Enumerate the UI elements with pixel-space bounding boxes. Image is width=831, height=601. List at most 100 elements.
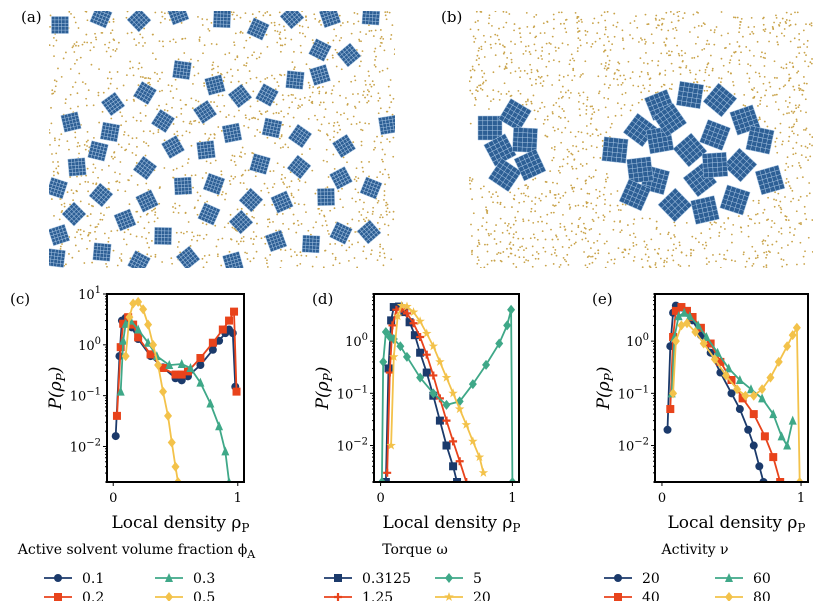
data-point [738, 394, 747, 403]
snapshot-a-square [270, 190, 294, 214]
data-point [396, 341, 405, 352]
legend-entry-5: 5 [435, 571, 482, 587]
data-point [677, 303, 686, 312]
legend-entry-1.25: 1.25 [324, 590, 393, 601]
data-point [710, 354, 719, 365]
snapshot-b-square [745, 125, 775, 155]
data-point [165, 573, 173, 582]
panel-label-a: (a) [21, 8, 42, 26]
data-point [702, 332, 711, 342]
legend-entry-20: 20 [435, 590, 491, 601]
data-point [758, 384, 767, 395]
snapshot-a-square [249, 153, 271, 175]
data-point [218, 325, 227, 334]
data-point [334, 593, 342, 601]
data-point [226, 477, 232, 482]
data-point [733, 384, 742, 395]
data-point [508, 477, 517, 482]
y-tick-label: 101 [78, 285, 101, 303]
legend-entry-0.1: 0.1 [44, 571, 104, 587]
data-point [215, 421, 224, 431]
snapshot-a-square [113, 208, 137, 232]
snapshot-a-square [61, 201, 87, 227]
legend-entry-0.2: 0.2 [44, 590, 104, 601]
snapshot-a-square [221, 122, 243, 144]
snapshot-a-square [317, 188, 335, 206]
data-point [482, 359, 491, 370]
snapshot-a-square [285, 70, 305, 90]
snapshot-a-square [202, 172, 226, 196]
data-point [744, 425, 753, 434]
legend-entry-80: 80 [715, 590, 771, 601]
data-point [121, 318, 130, 328]
snapshot-a-square [309, 64, 331, 86]
data-point [455, 457, 464, 466]
data-point [119, 335, 128, 345]
snapshot-b-square [699, 119, 731, 151]
x-tick-label: 1 [234, 491, 242, 506]
data-point [766, 372, 775, 383]
data-point [196, 354, 205, 363]
panel-label: (e) [592, 290, 613, 308]
data-point [776, 478, 785, 482]
snapshot-a-square [192, 99, 218, 125]
data-point [54, 593, 62, 601]
legend-title: Active solvent volume fraction ϕA [17, 542, 257, 561]
snapshot-a-square [222, 251, 244, 268]
data-point [206, 398, 215, 408]
data-point [116, 386, 125, 396]
snapshot-a-square [100, 91, 126, 117]
legend-label: 0.3 [193, 571, 215, 587]
legend-label: 0.2 [82, 590, 104, 601]
data-point [795, 477, 804, 482]
data-point [688, 313, 697, 322]
snapshot-a-square [287, 123, 313, 149]
y-tick-label: 10−1 [70, 387, 101, 405]
snapshot-b-square [498, 98, 532, 132]
snapshot-a-square [89, 11, 113, 29]
data-point [769, 453, 778, 462]
snapshot-b-particles [469, 11, 813, 268]
snapshot-a-square [356, 219, 382, 245]
data-point [685, 311, 694, 321]
data-point [468, 379, 477, 390]
data-point [215, 336, 224, 345]
data-point [727, 376, 736, 385]
data-point [121, 351, 130, 362]
panel-label: (d) [312, 290, 333, 308]
snapshot-a-square [161, 135, 185, 159]
legend-entry-60: 60 [715, 571, 771, 587]
legend-label: 40 [642, 590, 660, 601]
data-point [716, 357, 725, 366]
data-point [503, 320, 512, 331]
data-point [749, 410, 758, 419]
snapshot-b-square [722, 147, 758, 183]
snapshot-a-square [175, 245, 201, 268]
data-point [392, 305, 401, 314]
panel-label-b: (b) [441, 8, 462, 26]
data-point [680, 307, 689, 317]
snapshot-a-square [99, 121, 121, 143]
data-point [435, 356, 445, 366]
snapshot-b-square [477, 115, 503, 141]
chart-c: (c) 0 1 101 100 10−1 10−2 P(ρP) Local density ρP… [10, 285, 256, 601]
data-point [721, 370, 730, 381]
snapshot-a-square [318, 11, 342, 29]
snapshot-a: (a) [21, 8, 395, 268]
legend-label: 0.1 [82, 571, 104, 587]
data-point [429, 388, 438, 399]
data-point [769, 409, 778, 419]
plot-frame [106, 293, 245, 483]
data-point [154, 360, 163, 371]
data-point [741, 390, 750, 401]
y-axis-title: P(ρP) [46, 367, 68, 411]
series-layer [111, 296, 241, 482]
snapshot-a-square [127, 250, 151, 268]
data-point [749, 390, 758, 401]
data-point [134, 324, 143, 334]
data-point [442, 399, 451, 410]
snapshot-a-square [359, 176, 383, 200]
data-point [725, 573, 733, 582]
data-point [682, 306, 691, 315]
x-tick-label: 0 [658, 491, 666, 506]
